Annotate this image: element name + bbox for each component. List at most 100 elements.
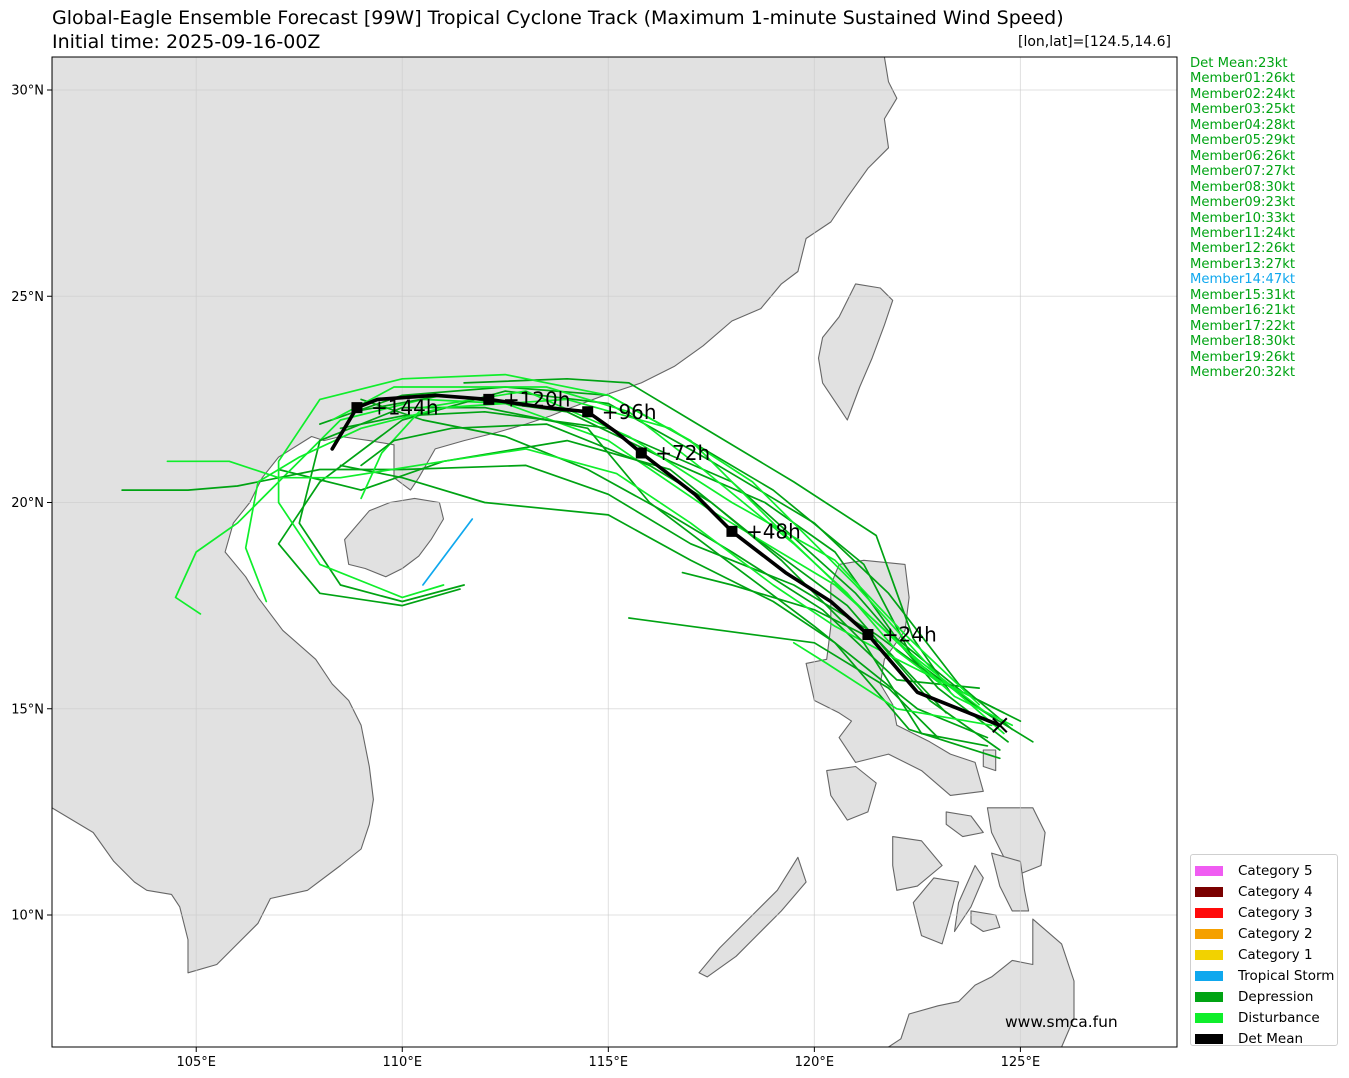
member-wind-entry: Member20:32kt [1190,365,1296,381]
lat-tick-label: 30°N [11,84,44,99]
legend-item: Tropical Storm [1195,965,1337,986]
det-mean-time-label: +120h [503,387,571,411]
land-taiwan [817,283,894,421]
member-track [331,386,948,689]
legend-swatch [1195,991,1223,1002]
det-mean-time-label: +24h [882,623,937,647]
legend-item: Depression [1195,986,1337,1007]
member-wind-entry: Member11:24kt [1190,225,1296,241]
det-mean-time-label: +72h [655,441,710,465]
member-track [277,373,1014,727]
det-mean-time-label: +144h [371,396,439,420]
land-negros [912,877,960,945]
legend-label: Det Mean [1238,1030,1304,1047]
member-track [360,390,981,706]
member-wind-entry: Member01:26kt [1190,71,1296,87]
legend-item: Category 2 [1195,923,1337,944]
member-wind-entry: Member06:26kt [1190,148,1296,164]
member-track [422,518,474,586]
land-mindoro [826,765,877,821]
coordinate-readout: [lon,lat]=[124.5,14.6] [1017,34,1171,50]
land-panay [892,836,943,891]
member-wind-entry: Member07:27kt [1190,164,1296,180]
legend-item: Category 5 [1195,860,1337,881]
det-mean-time-label: +48h [746,519,801,543]
legend-label: Depression [1238,988,1314,1005]
member-wind-entry: Member14:47kt [1190,272,1296,288]
legend-swatch [1195,1012,1223,1023]
land-palawan [698,856,807,978]
chart-title: Global-Eagle Ensemble Forecast [99W] Tro… [52,7,1064,29]
member-wind-entry: Member19:26kt [1190,349,1296,365]
initial-position-marker [992,717,1008,733]
axes-layer: 105°E 110°E 115°E 120°E 125°E 10°N 15°N 20°N 25°… [11,84,1040,1071]
member-wind-entry: Member16:21kt [1190,303,1296,319]
land-bohol [970,910,1001,933]
legend-item: Category 3 [1195,902,1337,923]
legend-item: Det Mean [1195,1028,1337,1049]
det-mean-time-label: +96h [602,400,657,424]
land-layer [52,57,1177,1047]
legend-label: Category 5 [1238,862,1313,879]
member-track [628,617,939,739]
det-mean-marker [726,525,738,537]
lon-tick-label: 110°E [383,1055,423,1070]
det-mean-marker [582,406,594,418]
land-samar [986,807,1046,875]
lon-tick-label: 120°E [795,1055,835,1070]
member-wind-entry: Member12:26kt [1190,241,1296,257]
legend-swatch [1195,928,1223,939]
lon-tick-label: 125°E [1001,1055,1041,1070]
legend-label: Category 1 [1238,946,1313,963]
det-mean-marker [351,402,363,414]
legend-label: Category 2 [1238,925,1313,942]
land-mindanao [887,918,1177,1047]
member-track [166,448,972,698]
det-mean-marker [635,447,647,459]
member-wind-entry: Det Mean:23kt [1190,56,1288,71]
legend-swatch [1195,865,1223,876]
legend-swatch [1195,949,1223,960]
legend-item: Category 1 [1195,944,1337,965]
member-wind-entry: Member03:25kt [1190,102,1296,118]
member-track [792,641,993,727]
legend-item: Disturbance [1195,1007,1337,1028]
land-china-mainland [52,57,898,974]
member-wind-entry: Member18:30kt [1190,334,1296,350]
legend-swatch [1195,970,1223,981]
legend-label: Category 3 [1238,904,1313,921]
member-wind-entry: Member13:27kt [1190,256,1296,272]
land-masbate [945,811,984,838]
member-track [277,439,1001,751]
lat-tick-label: 25°N [11,290,44,305]
legend-swatch [1195,886,1223,897]
member-wind-entry: Member10:33kt [1190,210,1296,226]
member-wind-entry: Member02:24kt [1190,86,1296,102]
legend-item: Category 4 [1195,881,1337,902]
member-wind-entry: Member05:29kt [1190,133,1296,149]
lat-tick-label: 20°N [11,496,44,511]
category-legend: Category 5 Category 4 Category 3 Category 2… [1190,854,1338,1049]
member-track [298,406,989,739]
member-track [463,377,952,694]
member-wind-entry: Member08:30kt [1190,179,1296,195]
member-track [121,464,1005,714]
det-mean-marker [862,629,874,640]
legend-label: Tropical Storm [1238,967,1335,984]
legend-swatch [1195,1033,1223,1044]
lat-tick-label: 15°N [11,702,44,717]
member-wind-list: Det Mean:23kt Member01:26kt Member02:24kt M… [1190,56,1295,381]
member-wind-entry: Member17:22kt [1190,318,1296,334]
legend-swatch [1195,907,1223,918]
plot-area: +24h +48h +72h +96h +120h +144h [52,57,1177,1047]
grid-layer [52,57,1177,1047]
det-mean-layer: +24h +48h +72h +96h +120h +144h [330,387,1008,733]
plot-frame [51,56,1178,1048]
member-wind-entry: Member15:31kt [1190,287,1296,303]
chart-subtitle: Initial time: 2025-09-16-00Z [52,31,321,53]
lat-tick-label: 10°N [11,909,44,924]
member-track [681,571,948,714]
member-tracks [121,373,1034,760]
lon-tick-label: 105°E [176,1055,216,1070]
